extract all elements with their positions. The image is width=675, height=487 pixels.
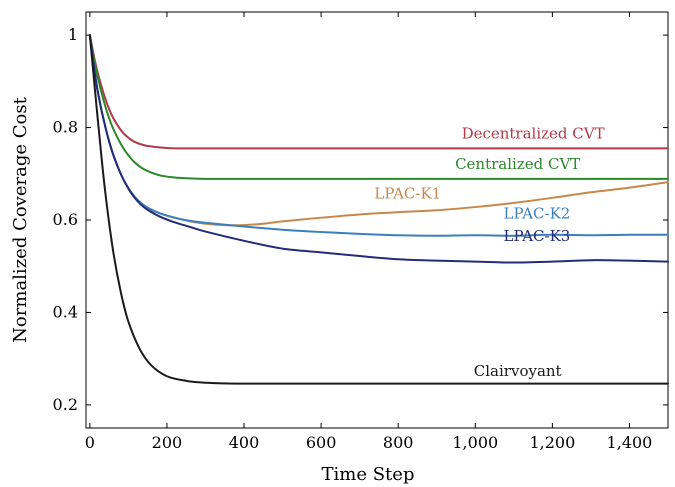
x-tick-label: 1,400	[607, 433, 653, 452]
y-tick-label: 0.8	[53, 118, 78, 137]
x-tick-label: 1,200	[529, 433, 575, 452]
series-line-decentralized-cvt	[88, 34, 669, 150]
x-tick-label: 1,000	[452, 433, 498, 452]
series-line-lpac-k3	[88, 34, 669, 264]
series-line-clairvoyant	[88, 34, 669, 385]
series-label-clairvoyant: Clairvoyant	[474, 362, 562, 380]
series-label-centralized-cvt: Centralized CVT	[455, 155, 580, 173]
x-tick-label: 800	[383, 433, 414, 452]
y-tick-label: 0.2	[53, 395, 78, 414]
axis-ticks: 0 200 400 600 800 1,000 1,200 1,400 0.2 0.4 0.6 0.8…	[53, 12, 668, 452]
series-labels: Decentralized CVT Centralized CVT LPAC-K1 L…	[374, 125, 604, 380]
series-label-lpac-k2: LPAC-K2	[504, 205, 571, 223]
series-label-lpac-k3: LPAC-K3	[504, 227, 571, 245]
series-lines	[88, 34, 669, 385]
x-tick-label: 0	[85, 433, 95, 452]
x-axis-label: Time Step	[322, 464, 415, 485]
plot-frame	[85, 11, 669, 429]
series-line-centralized-cvt	[88, 34, 669, 180]
series-label-lpac-k1: LPAC-K1	[374, 184, 441, 202]
series-label-decentralized-cvt: Decentralized CVT	[462, 125, 605, 143]
x-tick-label: 400	[229, 433, 260, 452]
x-tick-label: 600	[306, 433, 337, 452]
y-tick-label: 0.6	[53, 210, 78, 229]
y-axis-label: Normalized Coverage Cost	[10, 96, 31, 342]
y-tick-label: 1	[68, 25, 78, 44]
y-tick-label: 0.4	[53, 302, 78, 321]
x-tick-label: 200	[152, 433, 183, 452]
